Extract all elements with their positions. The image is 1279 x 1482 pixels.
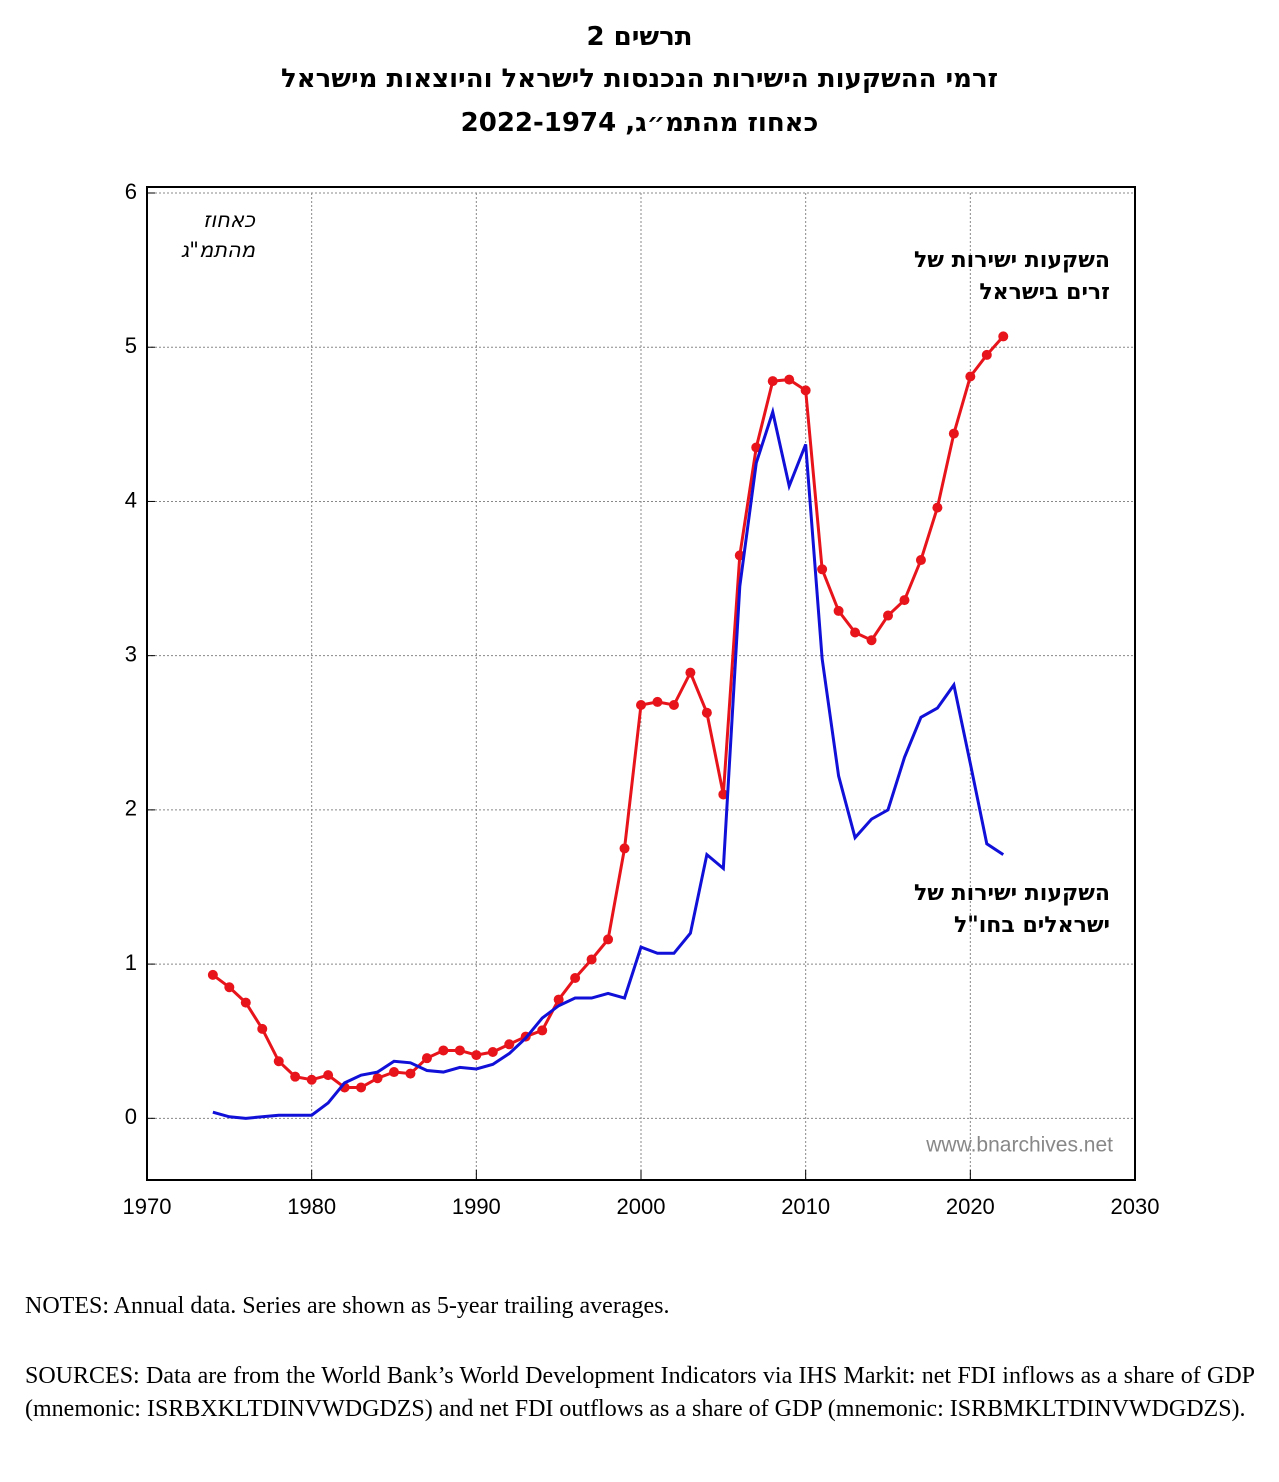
data-point	[240, 997, 251, 1008]
y-tick-label: 3	[125, 641, 137, 666]
data-point	[915, 555, 926, 566]
data-point	[784, 374, 795, 385]
x-tick-label: 2020	[946, 1194, 995, 1219]
data-point	[932, 502, 943, 513]
chart-subtitle: כאחוז מהתמ״ג, 2022-1974	[460, 108, 819, 138]
data-point	[570, 972, 581, 983]
chart-subtitle: זרמי ההשקעות הישירות הנכנסות לישראל והיו…	[280, 64, 999, 94]
data-point	[257, 1023, 268, 1034]
data-point	[668, 700, 679, 711]
data-point	[767, 376, 778, 387]
plot-frame	[146, 186, 1136, 1181]
data-point	[619, 843, 630, 854]
data-point	[372, 1073, 383, 1084]
y-tick-label: 2	[125, 796, 137, 821]
y-tick-label: 1	[125, 950, 137, 975]
data-point	[850, 627, 861, 638]
series-label: השקעות ישירות של זרים בישראל	[913, 248, 1110, 305]
watermark: www.bnarchives.net	[925, 1134, 1113, 1157]
data-point	[553, 994, 564, 1005]
x-tick-label: 1990	[452, 1194, 501, 1219]
data-point	[438, 1045, 449, 1056]
x-tick-label: 2030	[1111, 1194, 1160, 1219]
data-point	[701, 707, 712, 718]
data-point	[965, 371, 976, 382]
data-point	[487, 1046, 498, 1057]
y-axis-label: כאחוז מהתמ"ג	[180, 208, 255, 262]
data-point	[454, 1045, 465, 1056]
y-tick-label: 5	[125, 333, 137, 358]
y-tick-label: 4	[125, 487, 137, 512]
y-tick-label: 0	[125, 1104, 137, 1129]
data-point	[833, 605, 844, 616]
x-tick-label: 1970	[123, 1194, 172, 1219]
data-point	[504, 1039, 515, 1050]
data-point	[751, 442, 762, 453]
data-point	[471, 1050, 482, 1061]
x-tick-label: 1980	[287, 1194, 336, 1219]
data-point	[207, 969, 218, 980]
data-point	[817, 564, 828, 575]
data-point	[981, 349, 992, 360]
data-point	[866, 635, 877, 646]
data-point	[652, 696, 663, 707]
data-point	[421, 1053, 432, 1064]
data-point	[273, 1056, 284, 1067]
data-point	[948, 428, 959, 439]
data-point	[306, 1074, 317, 1085]
data-point	[636, 700, 646, 711]
data-point	[800, 385, 811, 396]
data-point	[899, 595, 910, 606]
data-point	[389, 1067, 399, 1078]
data-point	[405, 1068, 416, 1079]
notes: NOTES: Annual data. Series are shown as …	[25, 1293, 670, 1319]
data-point	[586, 954, 597, 965]
chart-title: תרשים 2	[586, 22, 693, 52]
data-point	[883, 610, 893, 621]
x-tick-label: 2000	[617, 1194, 666, 1219]
x-tick-label: 2010	[781, 1194, 830, 1219]
data-point	[537, 1025, 548, 1036]
data-point	[224, 982, 235, 993]
y-tick-label: 6	[125, 179, 137, 204]
series-line	[212, 406, 1005, 1120]
data-point	[603, 934, 614, 945]
data-point	[290, 1071, 301, 1082]
data-point	[718, 789, 729, 800]
data-point	[685, 667, 696, 678]
series-line	[211, 335, 1005, 1089]
series-label: השקעות ישירות של ישראלים בחו"ל	[913, 881, 1110, 938]
data-point	[998, 331, 1009, 342]
sources: SOURCES: Data are from the World Bank’s …	[25, 1363, 1255, 1422]
data-point	[323, 1070, 334, 1081]
data-point	[356, 1082, 367, 1093]
